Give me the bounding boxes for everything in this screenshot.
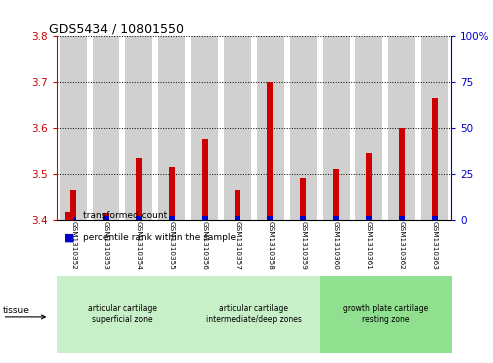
- Text: GSM1310359: GSM1310359: [300, 221, 306, 270]
- Text: growth plate cartilage
resting zone: growth plate cartilage resting zone: [343, 304, 428, 324]
- Bar: [300, 216, 306, 220]
- Text: articular cartilage
intermediate/deep zones: articular cartilage intermediate/deep zo…: [206, 304, 302, 324]
- Bar: [103, 213, 109, 220]
- Text: GSM1310356: GSM1310356: [202, 221, 208, 270]
- Text: GSM1310357: GSM1310357: [235, 221, 241, 270]
- Bar: [432, 98, 438, 220]
- Bar: [224, 36, 251, 220]
- Bar: [235, 216, 241, 220]
- Text: GSM1310354: GSM1310354: [136, 221, 142, 270]
- Bar: [191, 36, 218, 220]
- Bar: [202, 216, 208, 220]
- Text: GSM1310358: GSM1310358: [267, 221, 273, 270]
- Bar: [399, 128, 405, 220]
- Bar: [103, 216, 109, 220]
- Text: GSM1310355: GSM1310355: [169, 221, 175, 270]
- Text: GSM1310353: GSM1310353: [103, 221, 109, 270]
- Text: articular cartilage
superficial zone: articular cartilage superficial zone: [88, 304, 157, 324]
- Bar: [322, 36, 350, 220]
- Bar: [70, 190, 76, 220]
- Bar: [300, 178, 306, 220]
- Text: GSM1310360: GSM1310360: [333, 221, 339, 270]
- Bar: [169, 216, 175, 220]
- Bar: [432, 216, 438, 220]
- Bar: [399, 216, 405, 220]
- Bar: [421, 36, 448, 220]
- Bar: [136, 158, 142, 220]
- Bar: [125, 36, 152, 220]
- Bar: [366, 153, 372, 220]
- Text: GSM1310362: GSM1310362: [399, 221, 405, 270]
- Bar: [267, 82, 273, 220]
- Bar: [355, 36, 383, 220]
- Bar: [158, 36, 185, 220]
- Bar: [136, 216, 142, 220]
- Text: GSM1310361: GSM1310361: [366, 221, 372, 270]
- Bar: [235, 190, 241, 220]
- Bar: [366, 216, 372, 220]
- Bar: [290, 36, 317, 220]
- Bar: [60, 36, 87, 220]
- Text: transformed count: transformed count: [83, 212, 167, 220]
- Bar: [333, 216, 339, 220]
- Bar: [93, 36, 119, 220]
- Text: percentile rank within the sample: percentile rank within the sample: [83, 233, 236, 242]
- Text: GSM1310363: GSM1310363: [432, 221, 438, 270]
- Bar: [169, 167, 175, 220]
- Bar: [202, 139, 208, 220]
- Text: tissue: tissue: [2, 306, 30, 315]
- Text: GDS5434 / 10801550: GDS5434 / 10801550: [49, 22, 184, 35]
- Bar: [70, 217, 76, 220]
- Text: ■: ■: [64, 233, 74, 243]
- Text: ■: ■: [64, 211, 74, 221]
- Bar: [257, 36, 284, 220]
- Text: GSM1310352: GSM1310352: [70, 221, 76, 270]
- Bar: [333, 169, 339, 220]
- Bar: [388, 36, 415, 220]
- Bar: [267, 216, 273, 220]
